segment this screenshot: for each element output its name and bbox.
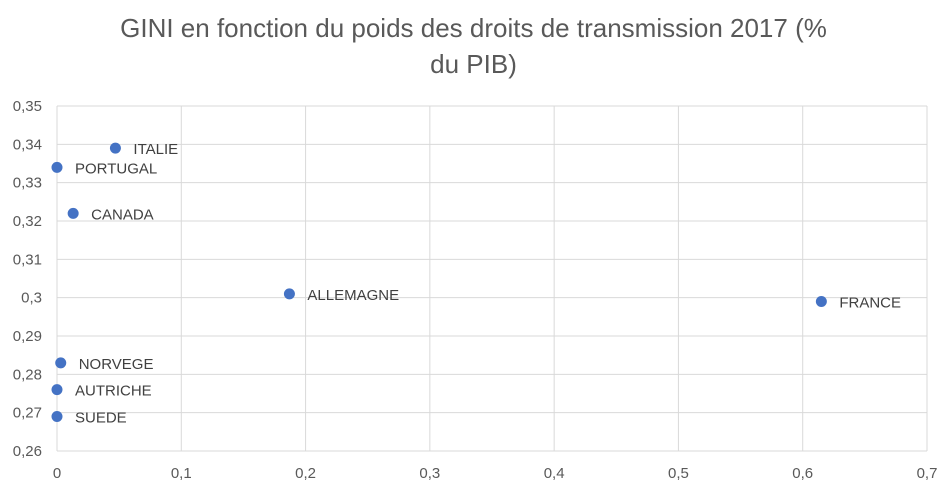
data-point xyxy=(51,384,63,396)
x-tick-label: 0,7 xyxy=(917,465,938,482)
chart-title-line-1: GINI en fonction du poids des droits de … xyxy=(120,13,827,43)
y-tick-label: 0,32 xyxy=(13,213,42,230)
x-tick-label: 0,6 xyxy=(792,465,813,482)
data-label: FRANCE xyxy=(839,295,901,312)
x-tick-label: 0 xyxy=(53,465,61,482)
data-point xyxy=(109,142,121,154)
y-tick-label: 0,35 xyxy=(13,98,42,115)
x-tick-label: 0,1 xyxy=(171,465,192,482)
y-tick-label: 0,28 xyxy=(13,366,42,383)
data-point xyxy=(55,357,67,369)
data-label: NORVEGE xyxy=(79,356,154,373)
x-tick-label: 0,3 xyxy=(419,465,440,482)
y-tick-label: 0,33 xyxy=(13,175,42,192)
x-tick-label: 0,4 xyxy=(544,465,565,482)
data-label: SUEDE xyxy=(75,410,127,427)
data-point xyxy=(815,296,827,307)
y-tick-label: 0,27 xyxy=(13,405,42,422)
y-tick-label: 0,29 xyxy=(13,328,42,345)
y-tick-label: 0,26 xyxy=(13,443,42,460)
data-point xyxy=(67,207,79,219)
data-label: ITALIE xyxy=(133,141,178,158)
data-label: PORTUGAL xyxy=(75,160,157,177)
y-tick-label: 0,34 xyxy=(13,136,42,153)
data-label: AUTRICHE xyxy=(75,383,152,400)
x-tick-label: 0,5 xyxy=(668,465,689,482)
data-point xyxy=(51,161,63,173)
chart-title-line-2: du PIB) xyxy=(430,49,517,79)
data-point xyxy=(51,411,63,422)
y-tick-label: 0,3 xyxy=(21,290,42,307)
chart-title: GINI en fonction du poids des droits de … xyxy=(0,10,947,82)
data-label: ALLEMAGNE xyxy=(307,287,399,304)
data-point xyxy=(283,288,295,300)
x-tick-label: 0,2 xyxy=(295,465,316,482)
data-label: CANADA xyxy=(91,206,154,223)
y-tick-label: 0,31 xyxy=(13,251,42,268)
